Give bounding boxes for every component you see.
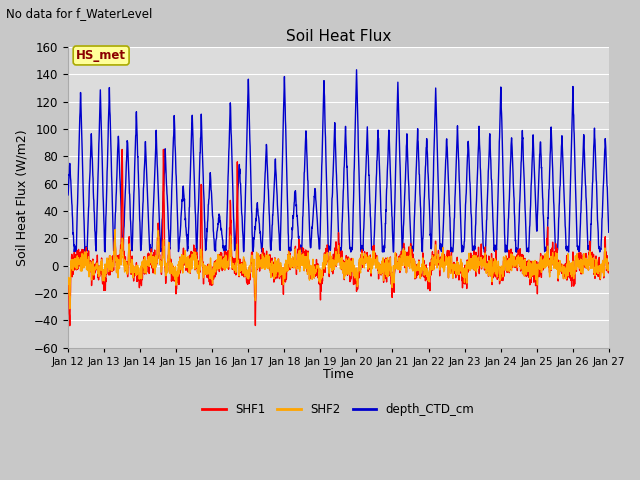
Legend: SHF1, SHF2, depth_CTD_cm: SHF1, SHF2, depth_CTD_cm: [198, 398, 479, 421]
X-axis label: Time: Time: [323, 368, 354, 381]
Y-axis label: Soil Heat Flux (W/m2): Soil Heat Flux (W/m2): [15, 129, 28, 265]
Text: No data for f_WaterLevel: No data for f_WaterLevel: [6, 7, 153, 20]
Text: HS_met: HS_met: [76, 49, 126, 62]
Title: Soil Heat Flux: Soil Heat Flux: [285, 29, 391, 44]
